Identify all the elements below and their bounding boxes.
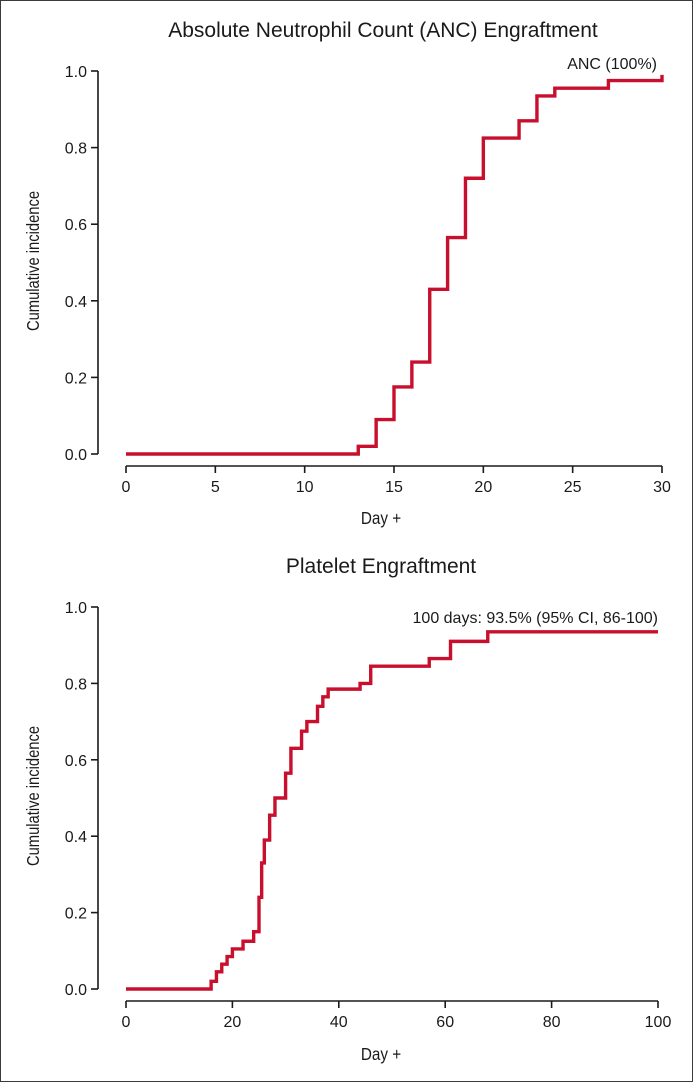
anc-x-tick-label: 30 (653, 479, 671, 496)
platelet-x-axis-label: Day + (361, 1044, 401, 1064)
anc-y-tick-label: 1.0 (65, 64, 87, 81)
anc-step-line (126, 74, 664, 456)
platelet-axes: 0.0 0.2 0.4 0.6 0.8 1.0 0 20 40 60 80 100 (65, 600, 672, 1031)
platelet-x-tick-label: 40 (330, 1014, 348, 1031)
platelet-y-tick-label: 0.2 (65, 906, 87, 923)
anc-y-tick-label: 0.4 (65, 294, 87, 311)
anc-y-tick-label: 0.2 (65, 370, 87, 387)
platelet-chart: Platelet Engraftment Cumulative incidenc… (24, 555, 672, 1064)
platelet-y-axis-label: Cumulative incidence (24, 726, 44, 866)
anc-chart-title: Absolute Neutrophil Count (ANC) Engraftm… (168, 19, 598, 42)
platelet-x-tick-label: 80 (543, 1014, 561, 1031)
anc-x-tick-label: 5 (211, 479, 220, 496)
anc-y-tick-label: 0.8 (65, 141, 87, 158)
anc-x-tick-label: 15 (385, 479, 403, 496)
platelet-x-tick-label: 20 (224, 1014, 242, 1031)
platelet-step-line (126, 630, 658, 991)
anc-x-tick-label: 0 (122, 479, 131, 496)
anc-y-tick-label: 0.0 (65, 447, 87, 464)
platelet-x-tick-label: 100 (645, 1014, 672, 1031)
anc-x-axis-label: Day + (361, 508, 401, 528)
anc-series-group (126, 74, 664, 456)
anc-axes: 0.0 0.2 0.4 0.6 0.8 1.0 0 5 10 15 20 25 30 (65, 64, 671, 496)
anc-y-axis-label: Cumulative incidence (24, 191, 44, 331)
platelet-y-tick-label: 0.0 (65, 982, 87, 999)
anc-x-tick-label: 10 (296, 479, 314, 496)
platelet-y-tick-label: 0.4 (65, 829, 87, 846)
platelet-chart-title: Platelet Engraftment (286, 555, 476, 578)
anc-y-tick-label: 0.6 (65, 217, 87, 234)
platelet-series-group (126, 630, 658, 991)
anc-x-tick-label: 20 (474, 479, 492, 496)
platelet-y-tick-label: 1.0 (65, 600, 87, 617)
platelet-y-tick-label: 0.8 (65, 676, 87, 693)
anc-annotation: ANC (100%) (567, 56, 657, 73)
platelet-annotation: 100 days: 93.5% (95% CI, 86-100) (413, 610, 658, 627)
platelet-x-tick-label: 60 (436, 1014, 454, 1031)
platelet-x-tick-label: 0 (122, 1014, 131, 1031)
anc-x-tick-label: 25 (564, 479, 582, 496)
platelet-y-tick-label: 0.6 (65, 753, 87, 770)
anc-chart: Absolute Neutrophil Count (ANC) Engraftm… (24, 19, 671, 528)
